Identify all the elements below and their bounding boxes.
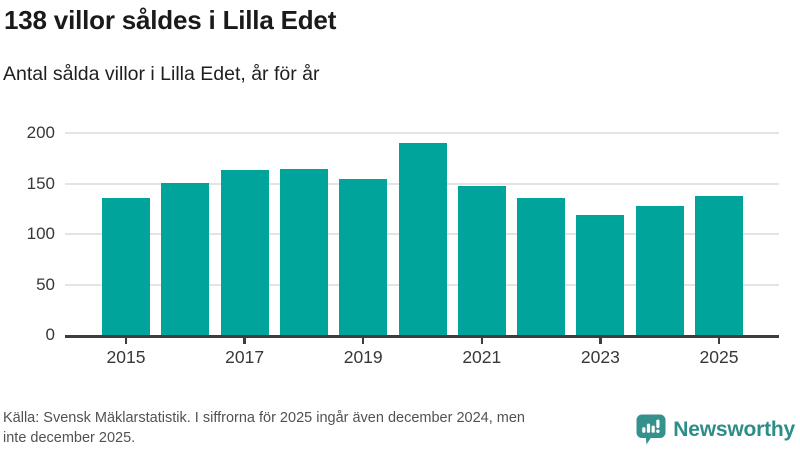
x-axis-tick — [243, 337, 246, 344]
x-axis-label: 2015 — [106, 347, 146, 367]
x-axis-label: 2017 — [225, 347, 265, 367]
newsworthy-logo: Newsworthy — [636, 414, 795, 445]
gridline — [65, 132, 779, 134]
x-axis-label: 2025 — [699, 347, 739, 367]
bar — [576, 214, 625, 335]
source-note-line: Källa: Svensk Mäklarstatistik. I siffror… — [3, 410, 525, 426]
bar — [279, 169, 328, 335]
source-note-line: inte december 2025. — [3, 430, 136, 446]
bar — [398, 143, 447, 335]
y-axis-label: 200 — [26, 123, 55, 142]
chart-speech-bubble-icon — [636, 414, 666, 445]
bar — [635, 205, 684, 335]
x-axis-tick — [599, 337, 602, 344]
bar — [102, 197, 150, 335]
y-axis-label: 50 — [36, 274, 55, 294]
x-axis-tick — [480, 337, 484, 344]
x-axis-tick — [717, 337, 721, 344]
chart-subtitle: Antal sålda villor i Lilla Edet, år för … — [3, 63, 320, 85]
bar — [457, 185, 506, 335]
newsworthy-wordmark: Newsworthy — [673, 417, 795, 441]
bar — [517, 197, 566, 335]
x-axis-line — [65, 335, 779, 338]
bar — [161, 182, 210, 335]
y-axis-label: 150 — [26, 173, 55, 193]
x-axis-label: 2021 — [462, 347, 502, 367]
bar — [695, 195, 743, 335]
x-axis-label: 2023 — [580, 347, 620, 367]
bar — [220, 170, 269, 335]
footer: Källa: Svensk Mäklarstatistik. I siffror… — [0, 400, 800, 450]
y-axis-label: 0 — [45, 325, 55, 344]
x-axis-label: 2019 — [343, 347, 383, 367]
x-axis-tick — [361, 337, 365, 344]
plot-area: 0 50 100 150 200 2015 2017 2019 2021 2023 2025 — [27, 123, 779, 367]
source-note: Källa: Svensk Mäklarstatistik. I siffror… — [3, 408, 648, 448]
page-title: 138 villor såldes i Lilla Edet — [4, 5, 337, 35]
bar — [339, 179, 388, 335]
y-axis-label: 100 — [26, 224, 55, 243]
x-axis-tick — [124, 337, 128, 344]
bar-chart: 138 villor såldes i Lilla Edet Antal sål… — [3, 5, 779, 367]
